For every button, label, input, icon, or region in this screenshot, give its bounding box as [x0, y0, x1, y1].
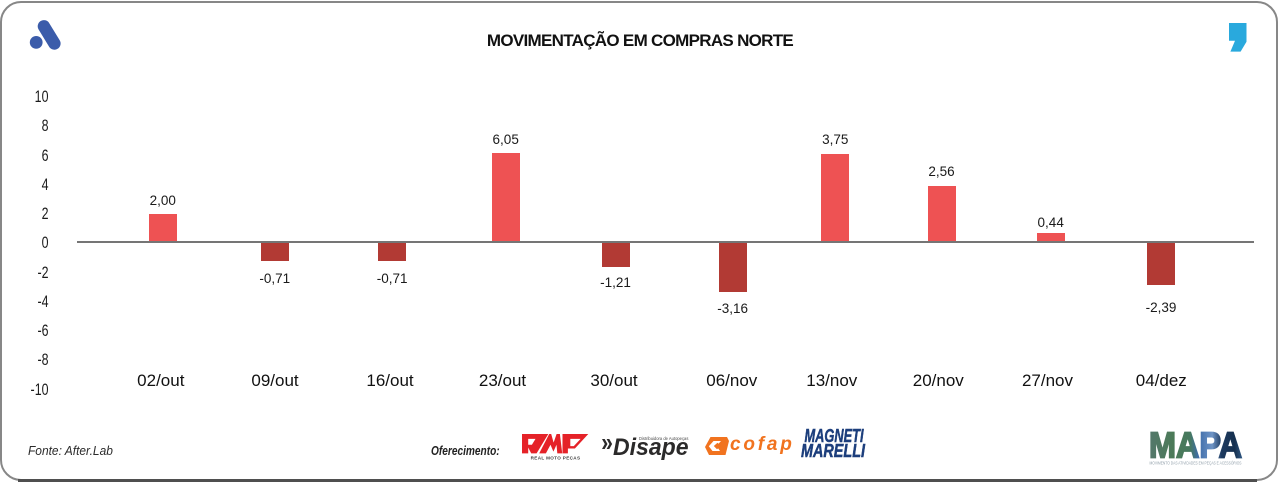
svg-text:REAL MOTO PEÇAS: REAL MOTO PEÇAS [531, 456, 581, 461]
svg-text:MAGNETI: MAGNETI [805, 426, 865, 446]
svg-text:MAPA: MAPA [1149, 428, 1242, 466]
svg-text:MOVIMENTO DAS ATIVIDADES EM PE: MOVIMENTO DAS ATIVIDADES EM PEÇAS E ACES… [1150, 460, 1242, 466]
svg-text:MARELLI: MARELLI [801, 441, 866, 459]
